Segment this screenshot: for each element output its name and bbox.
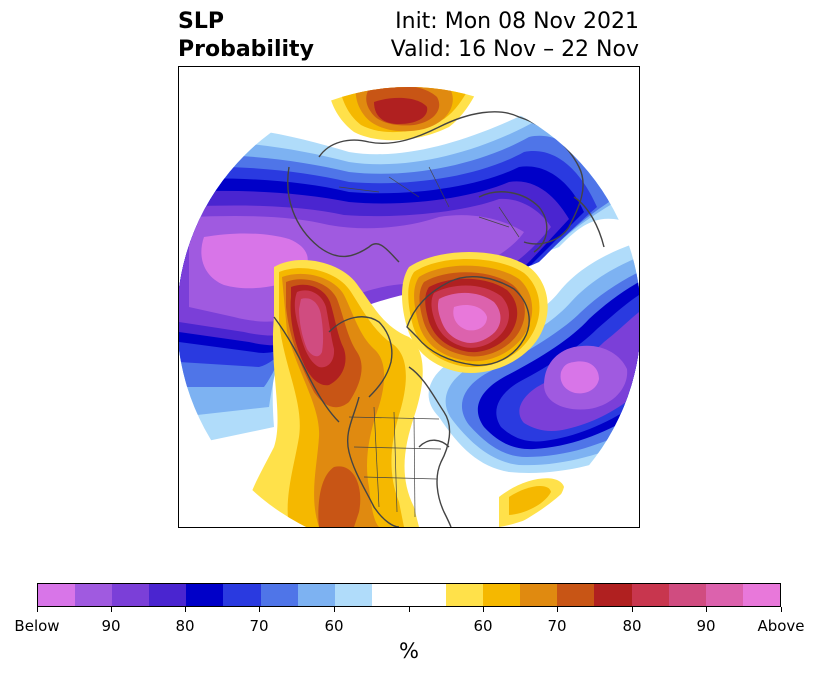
colorbar-swatch bbox=[149, 584, 187, 606]
colorbar-tick bbox=[334, 607, 335, 612]
colorbar-tick bbox=[632, 607, 633, 612]
title-variable: SLP bbox=[178, 9, 224, 34]
coastlines bbox=[273, 111, 605, 527]
colorbar-tick-label: 60 bbox=[324, 617, 344, 635]
colorbar-swatch bbox=[297, 584, 335, 606]
title-right: Init: Mon 08 Nov 2021 Valid: 16 Nov – 22… bbox=[391, 8, 639, 64]
colorbar bbox=[37, 583, 781, 607]
negative-anomaly-north-atlantic bbox=[428, 242, 639, 473]
colorbar-tick-label: 90 bbox=[101, 617, 121, 635]
colorbar-tick-label: 70 bbox=[547, 617, 567, 635]
positive-anomaly-alaska bbox=[246, 259, 423, 527]
title-left: SLP Probability bbox=[178, 8, 314, 64]
colorbar-tick-label: Below bbox=[14, 617, 60, 635]
colorbar-tick bbox=[781, 607, 782, 612]
colorbar-tick-label: 80 bbox=[175, 617, 195, 635]
colorbar-swatch bbox=[38, 584, 76, 606]
colorbar-swatch bbox=[483, 584, 521, 606]
colorbar-tick bbox=[706, 607, 707, 612]
colorbar-tick-label: 60 bbox=[473, 617, 493, 635]
colorbar-swatch bbox=[186, 584, 224, 606]
title-subtitle: Probability bbox=[178, 37, 314, 62]
colorbar-tick-label: 80 bbox=[622, 617, 642, 635]
colorbar-swatch bbox=[260, 584, 298, 606]
init-date: Init: Mon 08 Nov 2021 bbox=[395, 9, 639, 34]
colorbar-swatch bbox=[334, 584, 372, 606]
colorbar-swatch bbox=[557, 584, 595, 606]
colorbar-swatch bbox=[631, 584, 669, 606]
positive-anomaly-atlantic-lobe bbox=[499, 478, 564, 527]
map-panel bbox=[178, 66, 640, 528]
colorbar-tick-label: Above bbox=[757, 617, 805, 635]
probability-map bbox=[179, 87, 639, 527]
colorbar-swatch bbox=[520, 584, 558, 606]
colorbar-swatch bbox=[668, 584, 706, 606]
colorbar-tick bbox=[483, 607, 484, 612]
colorbar-unit-label: % bbox=[399, 639, 419, 663]
colorbar-swatch bbox=[446, 584, 484, 606]
borders bbox=[338, 166, 520, 518]
colorbar-tick bbox=[37, 607, 38, 612]
colorbar-tick bbox=[409, 607, 410, 612]
colorbar-tick-label: 90 bbox=[696, 617, 716, 635]
colorbar-swatch bbox=[594, 584, 632, 606]
colorbar-tick bbox=[185, 607, 186, 612]
colorbar-swatch bbox=[371, 584, 447, 606]
colorbar-swatch bbox=[112, 584, 150, 606]
colorbar-tick bbox=[259, 607, 260, 612]
colorbar-tick-label: 70 bbox=[249, 617, 269, 635]
valid-range: Valid: 16 Nov – 22 Nov bbox=[390, 37, 639, 62]
colorbar-swatch bbox=[705, 584, 743, 606]
colorbar-swatch bbox=[742, 584, 780, 606]
colorbar-swatch bbox=[223, 584, 261, 606]
colorbar-tick bbox=[557, 607, 558, 612]
colorbar-tick bbox=[111, 607, 112, 612]
colorbar-swatch bbox=[75, 584, 113, 606]
